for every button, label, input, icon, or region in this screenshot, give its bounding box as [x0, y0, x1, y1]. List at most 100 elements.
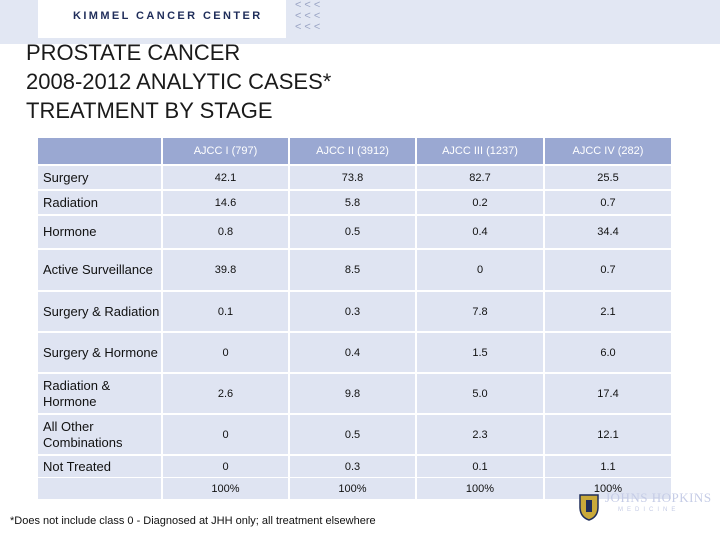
title-line-3: TREATMENT BY STAGE [26, 98, 273, 123]
table-cell: 0.4 [472, 226, 488, 238]
totals-cell: 100% [211, 482, 240, 495]
table-cell-bg [163, 456, 288, 477]
table-cell-bg [417, 415, 543, 454]
table-cell: 0.8 [217, 226, 234, 238]
row-label: Active Surveillance [43, 262, 153, 277]
row-label: Radiation [43, 194, 98, 210]
row-label-bg [38, 456, 161, 477]
table-cell: 12.1 [597, 428, 619, 441]
table-cell-bg [417, 250, 543, 290]
table-cell: 7.8 [472, 305, 488, 318]
table-cell-bg [545, 415, 671, 454]
footnote: *Does not include class 0 - Diagnosed at… [10, 515, 376, 527]
table-cell: 0.5 [344, 226, 361, 238]
row-label-bg [38, 166, 161, 189]
column-header: AJCC IV (282) [572, 145, 644, 157]
header-divider [161, 138, 163, 164]
column-header: AJCC III (1237) [442, 145, 518, 157]
table-cell: 17.4 [597, 387, 619, 400]
totals-cell-bg [290, 478, 415, 499]
table-cell-bg [163, 166, 288, 189]
row-label: All Other Combinations [43, 418, 123, 450]
row-label: Surgery & Radiation [43, 303, 160, 319]
row-label-bg [38, 191, 161, 214]
table-cell: 73.8 [341, 171, 364, 184]
title-line-2: 2008-2012 ANALYTIC CASES* [26, 69, 332, 94]
table-cell-bg [290, 216, 415, 248]
row-label-bg [38, 292, 161, 331]
table-cell-bg [163, 250, 288, 290]
page-title: PROSTATE CANCER 2008-2012 ANALYTIC CASES… [26, 38, 331, 125]
brand-name: KIMMEL CANCER CENTER [73, 10, 263, 22]
table-cell-bg [417, 191, 543, 214]
table-cell-bg [545, 456, 671, 477]
table-cell: 0.2 [472, 196, 488, 209]
table-cell-bg [417, 456, 543, 477]
table-cell: 25.5 [597, 171, 619, 184]
table-cell-bg [290, 191, 415, 214]
table-cell-bg [545, 374, 671, 413]
chevron-decoration: <<< <<< <<< [295, 0, 323, 33]
chevron-row-1: <<< [295, 0, 324, 11]
header-divider [543, 138, 545, 164]
table-cell: 2.6 [217, 387, 234, 400]
table-cell: 1.1 [600, 460, 616, 473]
header-divider [415, 138, 417, 164]
row-label-bg [38, 250, 161, 290]
chevron-row-2: <<< [295, 10, 324, 22]
table-cell-bg [163, 333, 288, 372]
table-cell-bg [163, 191, 288, 214]
table-cell: 0 [222, 428, 229, 441]
logo-sub: MEDICINE [618, 507, 680, 513]
totals-label-bg [38, 478, 161, 499]
row-label: Surgery & Hormone [43, 344, 158, 360]
table-cell: 14.6 [214, 196, 237, 209]
table-cell-bg [290, 333, 415, 372]
table-cell: 0.1 [217, 305, 234, 318]
table-cell-bg [417, 333, 543, 372]
row-label: Not Treated [43, 458, 111, 474]
table-cell-bg [545, 191, 671, 214]
row-label: Hormone [43, 224, 97, 239]
totals-cell: 100% [465, 482, 495, 495]
table-cell-bg [417, 374, 543, 413]
table-cell: 34.4 [597, 226, 619, 238]
table-cell: 9.8 [344, 387, 361, 400]
table-cell: 6.0 [600, 346, 616, 359]
table-cell: 0.5 [344, 428, 361, 441]
table-header-bar [38, 138, 671, 164]
table-cell-bg [545, 292, 671, 331]
table-cell: 5.0 [472, 387, 488, 400]
table-cell-bg [163, 216, 288, 248]
totals-cell-bg [163, 478, 288, 499]
table-cell: 0.1 [472, 460, 488, 473]
totals-cell-bg [417, 478, 543, 499]
table-cell-bg [290, 166, 415, 189]
totals-cell: 100% [593, 482, 623, 495]
row-label: Radiation & Hormone [43, 377, 111, 409]
table-cell: 0.7 [600, 196, 616, 209]
table-cell: 0.4 [344, 346, 361, 359]
table-cell-bg [290, 250, 415, 290]
table-cell: 0.3 [344, 460, 361, 473]
row-label: Surgery [43, 169, 89, 185]
table-cell-bg [545, 333, 671, 372]
table-cell-bg [163, 292, 288, 331]
table-cell: 8.5 [344, 264, 361, 276]
table-cell-bg [417, 292, 543, 331]
row-label-bg [38, 374, 161, 413]
chevron-row-3: <<< [295, 21, 324, 33]
table-cell: 1.5 [472, 346, 488, 359]
table-cell: 2.1 [600, 305, 616, 318]
table-cell-bg [417, 166, 543, 189]
table-cell-bg [290, 374, 415, 413]
totals-cell: 100% [338, 482, 367, 495]
table-cell-bg [290, 292, 415, 331]
row-label-bg [38, 333, 161, 372]
column-header: AJCC I (797) [193, 145, 258, 157]
hopkins-shield-icon [579, 494, 599, 521]
table-cell: 82.7 [469, 171, 491, 184]
title-line-1: PROSTATE CANCER [26, 40, 241, 65]
totals-cell-bg [545, 478, 671, 499]
logo-name: JOHNS HOPKINS [605, 490, 712, 505]
